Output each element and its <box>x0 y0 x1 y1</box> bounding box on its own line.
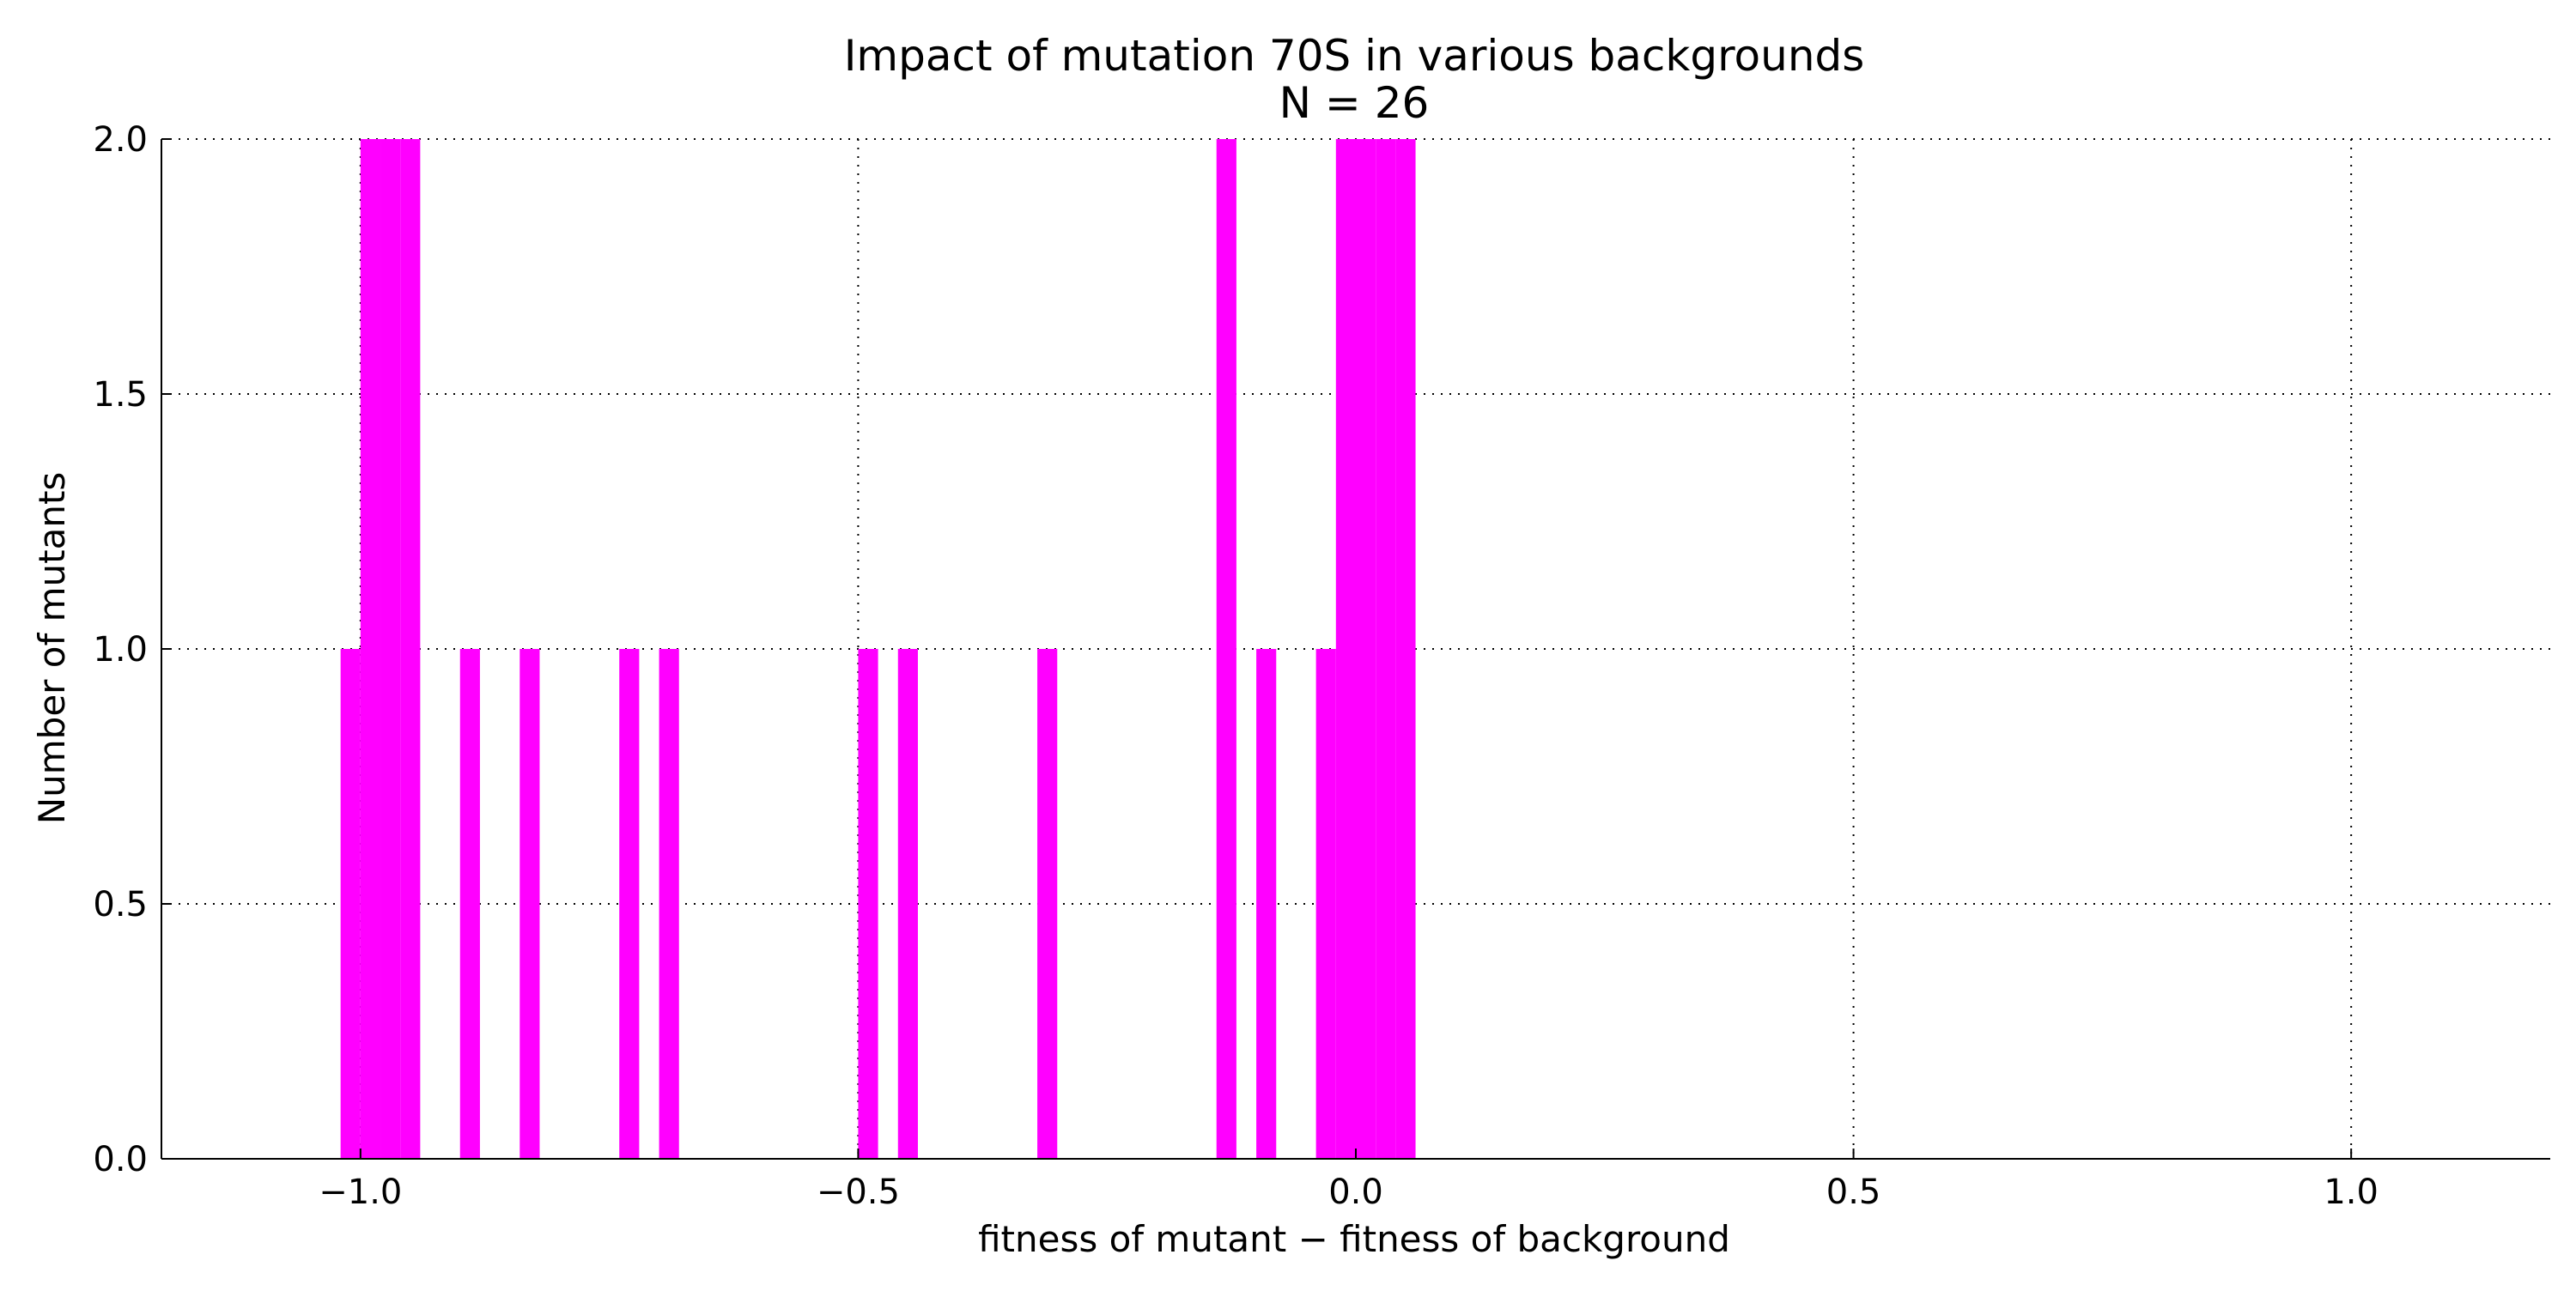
chart-subtitle: N = 26 <box>1279 78 1430 128</box>
histogram-bar <box>1315 649 1336 1159</box>
histogram-bar <box>519 649 540 1159</box>
histogram-bar <box>897 649 918 1159</box>
histogram-bar <box>1256 649 1277 1159</box>
histogram-bar <box>360 139 381 1159</box>
histogram-bar <box>1395 139 1416 1159</box>
histogram-bar <box>1037 649 1058 1159</box>
histogram-bar <box>659 649 679 1159</box>
histogram-bar <box>459 649 480 1159</box>
x-tick-label: 0.0 <box>1328 1173 1383 1212</box>
chart-title: Impact of mutation 70S in various backgr… <box>844 31 1865 81</box>
histogram-bar <box>858 649 878 1159</box>
y-tick-label: 0.0 <box>93 1140 148 1179</box>
tick-labels: −1.0 −0.5 0.0 0.5 1.0 0.0 0.5 1.0 1.5 2.0 <box>93 120 2379 1212</box>
histogram-bar <box>1216 139 1236 1159</box>
y-axis-label: Number of mutants <box>31 472 73 825</box>
x-tick-label: −0.5 <box>817 1173 900 1212</box>
x-tick-label: 1.0 <box>2324 1173 2379 1212</box>
histogram-bar <box>1376 139 1396 1159</box>
y-tick-label: 0.5 <box>93 885 148 924</box>
x-tick-label: −1.0 <box>319 1173 402 1212</box>
histogram-bar <box>1335 139 1356 1159</box>
x-axis-label: fitness of mutant − fitness of backgroun… <box>978 1218 1730 1260</box>
histogram-bar <box>340 649 361 1159</box>
x-tick-label: 0.5 <box>1826 1173 1881 1212</box>
histogram-bar <box>380 139 401 1159</box>
histogram-bar <box>1356 139 1376 1159</box>
histogram-bar <box>619 649 640 1159</box>
axes <box>161 138 2550 1160</box>
y-tick-label: 2.0 <box>93 120 148 160</box>
y-tick-label: 1.0 <box>93 630 148 670</box>
histogram-bar <box>400 139 421 1159</box>
histogram-bars <box>340 139 1416 1159</box>
y-tick-label: 1.5 <box>93 375 148 415</box>
